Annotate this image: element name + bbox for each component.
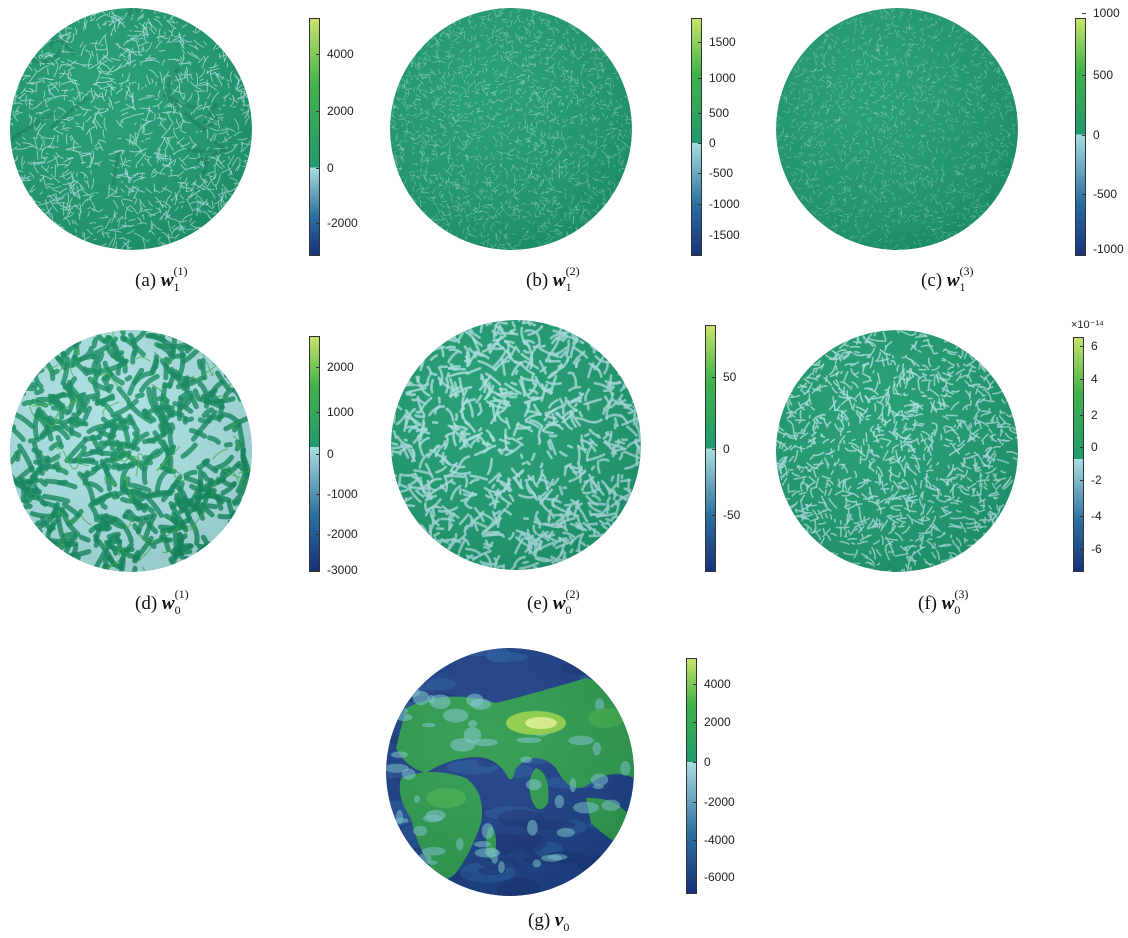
colorbar-tick-label: 50 (723, 369, 737, 384)
colorbar-tick-label: 0 (709, 135, 716, 150)
colorbar-tick-label: 1000 (709, 70, 736, 85)
sphere-plot-d (10, 330, 252, 572)
colorbar-tick-label: 0 (723, 441, 730, 456)
sphere-plot-c (776, 8, 1018, 250)
colorbar-tick-label: 2000 (704, 714, 731, 729)
colorbar-tickmark (316, 167, 320, 169)
colorbar-tick-label: -50 (723, 508, 741, 523)
colorbar-tickmark (1080, 414, 1084, 416)
colorbar-tickmark (712, 515, 716, 517)
colorbar-tickmark (1080, 447, 1084, 449)
colorbar-tick-label: 4000 (704, 676, 731, 691)
colorbar-tick-label: 2 (1091, 407, 1098, 422)
colorbar-tickmark (1080, 480, 1084, 482)
colorbar-b (691, 18, 702, 256)
colorbar-tick-label: -6000 (704, 870, 735, 885)
sphere-plot-e (391, 320, 641, 570)
colorbar-tickmark (698, 113, 702, 115)
colorbar-tick-label: -500 (709, 165, 734, 180)
colorbar-tick-label: -1000 (709, 196, 740, 211)
caption-c: (c) w(3)1 (921, 264, 974, 294)
colorbar-tick-label: 0 (327, 160, 334, 175)
colorbar-tickmark (693, 877, 697, 879)
colorbar-tick-label: 1000 (327, 404, 354, 419)
colorbar-tick-label: -2000 (327, 215, 358, 230)
colorbar-tickmark (712, 448, 716, 450)
sphere-plot-f (776, 330, 1018, 572)
colorbar-tickmark (316, 411, 320, 413)
colorbar-tickmark (698, 41, 702, 43)
colorbar-tick-label: -4 (1091, 508, 1102, 523)
colorbar-tickmark (1080, 346, 1084, 348)
colorbar-tickmark (693, 683, 697, 685)
colorbar-tick-label: 6 (1091, 339, 1098, 354)
colorbar-tick-label: -6 (1091, 541, 1102, 556)
caption-f: (f) w(3)0 (918, 587, 969, 617)
colorbar-tick-label: -1000 (1093, 241, 1124, 256)
colorbar-tickmark (316, 454, 320, 455)
colorbar-tickmark (698, 203, 702, 205)
colorbar-tick-label: -2 (1091, 473, 1102, 488)
colorbar-tickmark (316, 222, 320, 224)
sphere-plot-g (386, 648, 634, 896)
colorbar-tickmark (316, 53, 320, 55)
colorbar-tickmark (698, 172, 702, 174)
sphere-plot-b (390, 8, 632, 250)
colorbar-tickmark (693, 721, 697, 723)
colorbar-tick-label: 1000 (1093, 6, 1120, 21)
colorbar-tickmark (698, 234, 702, 236)
colorbar-tickmark (1080, 548, 1084, 550)
colorbar-tick-label: 0 (704, 754, 711, 769)
colorbar-tickmark (698, 142, 702, 144)
colorbar-tick-label: 500 (1093, 68, 1114, 83)
colorbar-tick-label: -2000 (327, 527, 358, 542)
colorbar-tickmark (316, 494, 320, 496)
colorbar-tick-label: -1500 (709, 227, 740, 242)
colorbar-f (1073, 337, 1084, 572)
colorbar-tickmark (1082, 13, 1086, 15)
caption-b: (b) w(2)1 (526, 264, 580, 294)
colorbar-tickmark (1082, 194, 1086, 196)
colorbar-tickmark (693, 801, 697, 803)
colorbar-tickmark (1082, 248, 1086, 250)
colorbar-tickmark (1082, 75, 1086, 77)
colorbar-tick-label: 2000 (327, 103, 354, 118)
colorbar-tick-label: -1000 (327, 487, 358, 502)
caption-a: (a) w(1)1 (135, 264, 188, 294)
caption-d: (d) w(1)0 (135, 587, 189, 617)
colorbar-tickmark (316, 569, 320, 571)
colorbar-tick-label: -500 (1093, 187, 1118, 202)
caption-e: (e) w(2)0 (527, 587, 580, 617)
colorbar-c (1075, 18, 1086, 256)
colorbar-tickmark (693, 761, 697, 763)
colorbar-g (686, 658, 697, 894)
colorbar-tick-label: 500 (709, 106, 730, 121)
colorbar-exponent-f: ×10⁻¹⁴ (1071, 319, 1104, 331)
colorbar-tickmark (316, 110, 320, 112)
colorbar-tickmark (712, 376, 716, 378)
sphere-plot-a (10, 8, 252, 250)
colorbar-tickmark (316, 534, 320, 536)
colorbar-tickmark (1082, 134, 1086, 136)
colorbar-tickmark (693, 839, 697, 841)
colorbar-tickmark (316, 366, 320, 368)
colorbar-tick-label: -4000 (704, 832, 735, 847)
colorbar-tick-label: 0 (327, 447, 334, 461)
colorbar-tick-label: 0 (1091, 440, 1098, 455)
colorbar-tick-label: 1500 (709, 34, 736, 49)
colorbar-tickmark (698, 77, 702, 79)
caption-g: (g) v0 (528, 910, 570, 934)
colorbar-a (309, 18, 320, 256)
colorbar-tick-label: 0 (1093, 127, 1100, 142)
colorbar-tick-label: 4000 (327, 46, 354, 61)
colorbar-tick-label: 2000 (327, 359, 354, 374)
colorbar-tickmark (1080, 515, 1084, 517)
colorbar-tick-label: 4 (1091, 372, 1098, 387)
colorbar-tickmark (1080, 379, 1084, 381)
colorbar-tick-label: -2000 (704, 794, 735, 809)
colorbar-tick-label: -3000 (327, 562, 358, 577)
